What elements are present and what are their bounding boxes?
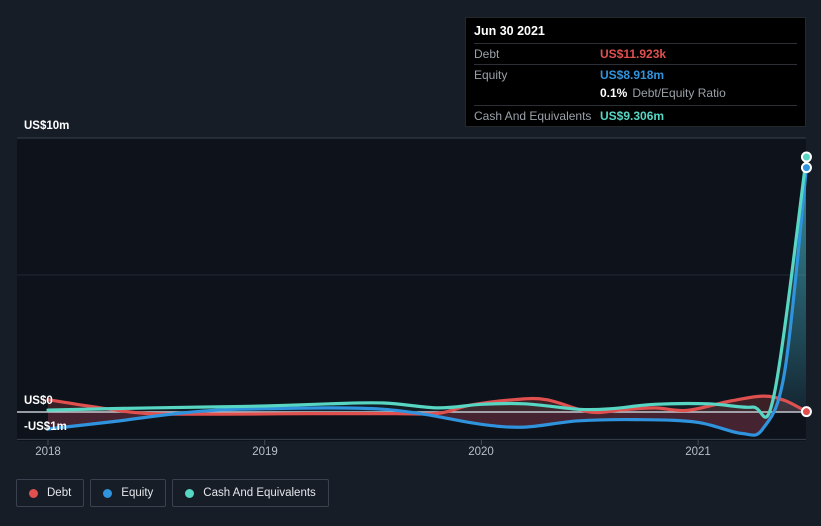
y-axis-label-zero: US$0 — [24, 395, 53, 407]
cash-and-equivalents-line — [46, 155, 808, 419]
x-axis-label-2020: 2020 — [468, 446, 494, 458]
debt-line — [46, 394, 808, 416]
tooltip-ratio-label: Debt/Equity Ratio — [632, 86, 726, 100]
legend-item-cash[interactable]: Cash And Equivalents — [172, 479, 329, 507]
y-axis-label-10m: US$10m — [24, 120, 70, 132]
cash-and-equivalents-endpoint-dot[interactable] — [800, 151, 812, 163]
equity-negative-area-fill — [48, 412, 806, 436]
legend-debt-label: Debt — [47, 487, 72, 499]
tooltip-row-ratio: 0.1% Debt/Equity Ratio — [474, 85, 797, 105]
x-axis-label-2019: 2019 — [252, 446, 278, 458]
tooltip-row-debt: Debt US$11.923k — [474, 43, 797, 64]
legend-equity-label: Equity — [121, 487, 154, 499]
tooltip-debt-value: US$11.923k — [600, 47, 667, 61]
equity-legend-dot-icon — [103, 488, 113, 498]
tooltip-equity-label: Equity — [474, 68, 508, 82]
tooltip-equity-value: US$8.918m — [600, 68, 665, 82]
cash-legend-dot-icon — [185, 488, 195, 498]
debt-legend-dot-icon — [29, 488, 38, 498]
equity-line — [46, 166, 808, 437]
tooltip-cash-label: Cash And Equivalents — [474, 109, 592, 123]
tooltip-ratio-percent: 0.1% — [600, 86, 628, 100]
legend-item-debt[interactable]: Debt — [16, 479, 85, 507]
tooltip-row-equity: Equity US$8.918m — [474, 64, 797, 85]
y-axis-label-neg1m: -US$1m — [24, 421, 67, 433]
debt-endpoint-dot[interactable] — [800, 406, 812, 418]
plot-area[interactable] — [17, 138, 806, 441]
tooltip-date: Jun 30 2021 — [474, 24, 545, 38]
legend-cash-label: Cash And Equivalents — [203, 487, 316, 499]
x-axis-label-2018: 2018 — [35, 446, 61, 458]
chart-tooltip: Jun 30 2021 Debt US$11.923k Equity US$8.… — [465, 17, 806, 127]
x-axis-label-2021: 2021 — [685, 446, 711, 458]
tooltip-cash-value: US$9.306m — [600, 109, 665, 123]
tooltip-debt-label: Debt — [474, 47, 500, 61]
tooltip-row-cash: Cash And Equivalents US$9.306m — [474, 105, 797, 126]
chart-legend: Debt Equity Cash And Equivalents — [16, 479, 329, 507]
legend-item-equity[interactable]: Equity — [90, 479, 167, 507]
equity-endpoint-dot[interactable] — [800, 162, 812, 174]
